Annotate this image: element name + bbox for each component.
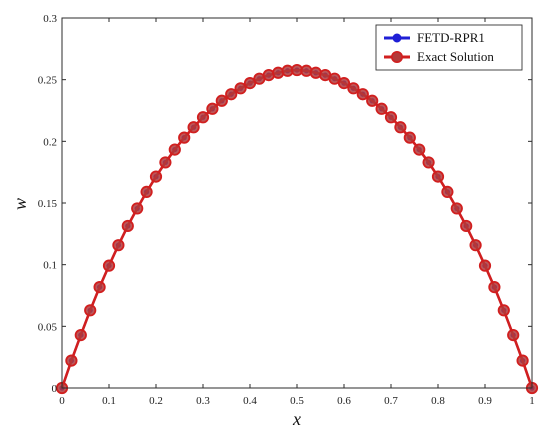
x-tick-label: 1 (529, 395, 535, 407)
legend-marker-fetd-rpr1 (392, 33, 402, 43)
data-point-exact-solution (149, 170, 163, 183)
data-point-exact-solution (112, 239, 125, 252)
data-point-exact-solution (93, 281, 106, 294)
data-point-exact-solution (488, 281, 501, 294)
x-tick-label: 0.4 (243, 395, 257, 407)
data-point-exact-solution (121, 219, 134, 233)
data-point-exact-solution (328, 72, 341, 85)
data-point-exact-solution (497, 304, 510, 317)
data-point-exact-solution (74, 328, 87, 342)
data-point-exact-solution (375, 102, 388, 115)
data-point-exact-solution (225, 88, 238, 101)
y-tick-label: 0.15 (38, 198, 58, 210)
data-point-exact-solution (450, 202, 463, 215)
data-point-exact-solution (478, 259, 492, 272)
y-tick-label: 0.1 (43, 260, 57, 272)
data-point-exact-solution (131, 202, 144, 215)
data-point-exact-solution (65, 354, 78, 367)
x-axis-ticks: 0 0.1 0.2 0.3 0.4 0.5 0.6 0.7 0.8 0.9 1 (59, 18, 535, 407)
data-point-exact-solution (196, 111, 210, 124)
y-tick-label: 0.3 (43, 13, 57, 25)
data-point-exact-solution (347, 82, 360, 95)
data-point-exact-solution (140, 185, 153, 198)
y-axis-ticks: 0 0.05 0.1 0.15 0.2 0.25 0.3 (38, 13, 532, 395)
data-point-exact-solution (403, 131, 416, 144)
data-point-exact-solution (507, 328, 520, 342)
data-point-exact-solution (215, 94, 228, 107)
x-tick-label: 0.6 (337, 395, 351, 407)
data-point-exact-solution (178, 131, 191, 144)
legend-marker-exact-solution (390, 50, 403, 63)
x-tick-label: 0.2 (149, 395, 163, 407)
data-point-exact-solution (422, 156, 435, 169)
data-point-exact-solution (243, 77, 257, 90)
data-point-exact-solution (356, 88, 369, 101)
legend-label-fetd-rpr1: FETD-RPR1 (417, 30, 485, 45)
y-tick-label: 0.05 (38, 321, 58, 333)
legend-box (375, 24, 523, 71)
data-point-exact-solution (460, 219, 473, 233)
y-tick-label: 0 (52, 383, 58, 395)
data-point-exact-solution (159, 156, 172, 169)
data-point-exact-solution (431, 170, 445, 183)
data-point-exact-solution (102, 259, 116, 272)
data-point-exact-solution (516, 354, 529, 367)
data-point-exact-solution (413, 143, 426, 156)
data-point-exact-solution (234, 82, 247, 95)
x-axis-label: x (292, 409, 301, 429)
x-tick-label: 0.8 (431, 395, 445, 407)
x-tick-label: 0 (59, 395, 65, 407)
x-tick-label: 0.9 (478, 395, 492, 407)
data-point-exact-solution (384, 111, 398, 124)
data-point-exact-solution (206, 102, 219, 115)
x-tick-label: 0.3 (196, 395, 210, 407)
y-tick-label: 0.25 (38, 75, 58, 87)
x-tick-label: 0.5 (290, 395, 304, 407)
data-point-exact-solution (366, 94, 379, 107)
data-point-exact-solution (84, 304, 97, 317)
data-point-exact-solution (469, 239, 482, 252)
data-point-exact-solution (394, 121, 407, 134)
data-point-exact-solution (441, 185, 454, 198)
data-point-exact-solution (187, 121, 200, 134)
x-tick-label: 0.7 (384, 395, 398, 407)
y-axis-label: w (10, 198, 30, 210)
x-tick-label: 0.1 (102, 395, 116, 407)
series-layer (55, 63, 539, 395)
data-point-exact-solution (168, 143, 181, 156)
legend-label-exact-solution: Exact Solution (417, 49, 494, 64)
legend: FETD-RPR1 Exact Solution (375, 24, 523, 71)
y-tick-label: 0.2 (43, 136, 57, 148)
data-point-exact-solution (337, 77, 351, 90)
